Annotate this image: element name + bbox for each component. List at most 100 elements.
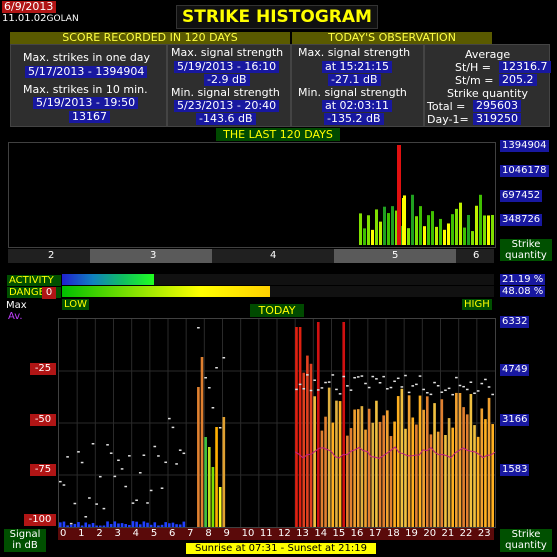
max-marker xyxy=(106,444,109,446)
today-bar xyxy=(400,388,404,527)
last120-bar xyxy=(439,218,442,245)
hour-tick-0: 0 xyxy=(60,528,67,539)
last120-bar xyxy=(402,198,405,245)
max-marker xyxy=(353,376,356,379)
max-marker xyxy=(298,383,302,386)
signal-tick-75: -75 xyxy=(30,464,56,476)
max-marker xyxy=(389,386,393,389)
last120-bar xyxy=(387,213,390,245)
max-marker xyxy=(382,375,385,378)
last120-bar xyxy=(479,194,482,245)
max-signal-label: Max. signal strength xyxy=(171,46,284,59)
today-bar xyxy=(335,400,338,527)
month-tick-2: 2 xyxy=(48,250,55,261)
last120-bar xyxy=(371,229,374,245)
today-bar xyxy=(95,525,98,527)
today-bar xyxy=(487,397,491,527)
today-bar xyxy=(469,393,473,527)
max-marker xyxy=(458,384,462,387)
today-bar xyxy=(440,399,444,527)
score-panel-signal: Max. signal strength 5/19/2013 - 16:10 -… xyxy=(167,44,291,127)
last120-bar xyxy=(467,214,470,245)
max-marker xyxy=(146,502,149,504)
hour-tick-23: 23 xyxy=(477,528,491,539)
today-bar xyxy=(429,434,433,527)
total-value: 295603 xyxy=(473,100,521,112)
today-bar xyxy=(346,435,349,527)
today-panel-signal: Max. signal strength at 15:21:15 -27.1 d… xyxy=(291,44,424,127)
today-bar xyxy=(313,396,316,527)
hour-tick-14: 14 xyxy=(314,528,328,539)
max-marker xyxy=(218,427,222,429)
average-polyline xyxy=(294,446,495,459)
today-bar xyxy=(393,421,396,527)
today-bar xyxy=(157,525,160,527)
hour-tick-20: 20 xyxy=(423,528,437,539)
last120-ytick-1: 1394904 xyxy=(500,140,549,152)
max-marker xyxy=(320,387,324,389)
max-marker xyxy=(440,391,444,393)
today-max-signal-time: at 15:21:15 xyxy=(322,61,392,73)
qty-tick-3166: 3166 xyxy=(500,414,530,426)
today-bar xyxy=(178,524,182,527)
today-bar xyxy=(465,414,469,527)
last120-bar xyxy=(415,216,418,245)
max-marker xyxy=(128,455,131,457)
max-marker xyxy=(80,461,84,464)
danger-fill xyxy=(62,286,270,297)
today-bar xyxy=(353,409,356,527)
max-signal-value: -2.9 dB xyxy=(204,74,250,86)
today-bar xyxy=(197,387,200,527)
last120-ytick-2: 1046178 xyxy=(500,165,549,177)
max-marker xyxy=(135,499,138,502)
max-marker xyxy=(455,376,458,379)
max-marker xyxy=(451,393,455,396)
hour-tick-6: 6 xyxy=(169,528,176,539)
today-bar xyxy=(215,427,218,527)
max-10min-date: 5/19/2013 - 19:50 xyxy=(33,97,139,109)
today-bar xyxy=(451,427,455,527)
today-bar xyxy=(302,372,306,527)
today-bar xyxy=(222,417,226,527)
today-max-markers xyxy=(59,327,494,525)
max-marker xyxy=(480,382,484,385)
hour-tick-4: 4 xyxy=(132,528,140,539)
today-bar xyxy=(168,523,171,527)
version-number: 11.01.02 xyxy=(2,13,47,24)
max-marker xyxy=(407,391,411,394)
today-bar xyxy=(142,521,146,527)
max-marker xyxy=(138,472,142,474)
total-label: Total = xyxy=(427,100,466,113)
max-marker xyxy=(211,407,215,409)
hour-axis: 0 1 2 3 4 5 6 7 8 9 10 11 12 13 14 15 16 17 18 19 20 21 22 23 xyxy=(58,528,494,540)
sunrise-sunset: Sunrise at 07:31 - Sunset at 21:19 xyxy=(186,543,376,554)
today-bar xyxy=(418,395,422,527)
last120-bar xyxy=(367,215,370,245)
today-bar xyxy=(349,428,353,527)
hour-tick-1: 1 xyxy=(78,528,85,539)
today-bar xyxy=(411,417,415,527)
today-min-signal-time: at 02:03:11 xyxy=(322,100,392,112)
today-bar xyxy=(218,487,222,527)
today-bar xyxy=(386,410,389,527)
today-min-signal-value: -135.2 dB xyxy=(324,113,384,125)
last120-bar xyxy=(391,206,394,245)
last120-bar xyxy=(443,229,446,245)
last120-bar xyxy=(451,214,454,245)
today-bar xyxy=(298,327,302,527)
last120-ytick-3: 697452 xyxy=(500,190,543,202)
last120-bars xyxy=(359,145,494,245)
hour-tick-12: 12 xyxy=(278,528,291,539)
max-marker xyxy=(131,502,135,504)
legend-av: Av. xyxy=(8,311,23,322)
page-title: STRIKE HISTOGRAM xyxy=(176,5,378,29)
today-panel-average: Average St/H = 12316.7 St/m = 205.2 Stri… xyxy=(424,44,551,127)
score-panel-strikes: Max. strikes in one day 5/17/2013 - 1394… xyxy=(10,44,167,127)
max-marker xyxy=(77,451,80,453)
today-average-line xyxy=(294,446,495,459)
hour-tick-21: 21 xyxy=(441,528,455,539)
last120-bar xyxy=(375,209,378,245)
today-bar xyxy=(59,522,62,527)
hour-tick-11: 11 xyxy=(259,528,273,539)
max-marker xyxy=(469,381,473,383)
